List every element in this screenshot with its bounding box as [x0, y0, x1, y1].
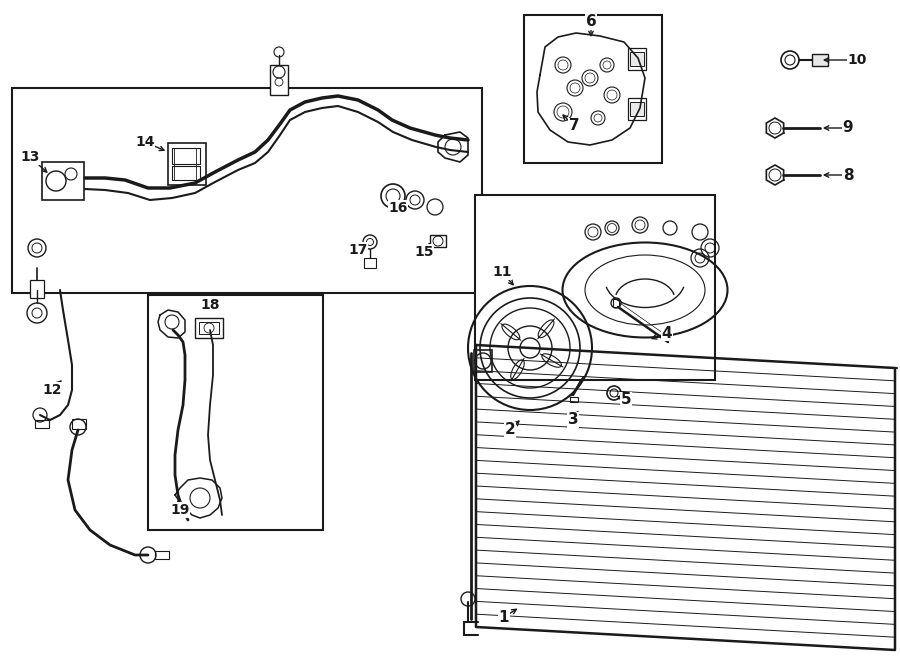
Text: 2: 2: [505, 422, 516, 438]
Bar: [812, 54, 828, 66]
Text: 9: 9: [842, 120, 853, 136]
Bar: [12, 88, 482, 293]
Text: 12: 12: [42, 383, 62, 397]
Bar: [630, 102, 644, 116]
Text: 5: 5: [621, 393, 631, 407]
Text: 17: 17: [348, 243, 368, 257]
Bar: [475, 195, 715, 380]
Bar: [628, 48, 646, 70]
Text: 13: 13: [21, 150, 40, 164]
Text: 7: 7: [569, 118, 580, 134]
Bar: [613, 299, 619, 307]
Bar: [172, 166, 200, 180]
Text: 1: 1: [499, 609, 509, 625]
Bar: [570, 397, 578, 402]
Bar: [474, 350, 492, 372]
Bar: [524, 15, 662, 163]
Text: 3: 3: [568, 412, 579, 428]
Bar: [72, 419, 86, 429]
Text: 10: 10: [847, 53, 867, 67]
Bar: [430, 235, 446, 247]
Bar: [630, 52, 644, 66]
Bar: [168, 143, 206, 185]
Bar: [35, 420, 49, 428]
Bar: [42, 162, 84, 200]
Text: 8: 8: [842, 167, 853, 182]
Text: 11: 11: [492, 265, 512, 279]
Text: 16: 16: [388, 201, 408, 215]
Text: 18: 18: [200, 298, 220, 312]
Bar: [364, 258, 376, 268]
Bar: [270, 65, 288, 95]
Bar: [172, 148, 200, 164]
Text: 4: 4: [662, 325, 672, 340]
Bar: [148, 295, 323, 530]
Bar: [195, 318, 223, 338]
Text: 6: 6: [586, 15, 597, 30]
Bar: [199, 322, 219, 334]
Text: 14: 14: [135, 135, 155, 149]
Bar: [628, 98, 646, 120]
Text: 19: 19: [170, 503, 190, 517]
Bar: [155, 551, 169, 559]
Text: 15: 15: [414, 245, 434, 259]
Bar: [30, 280, 44, 298]
